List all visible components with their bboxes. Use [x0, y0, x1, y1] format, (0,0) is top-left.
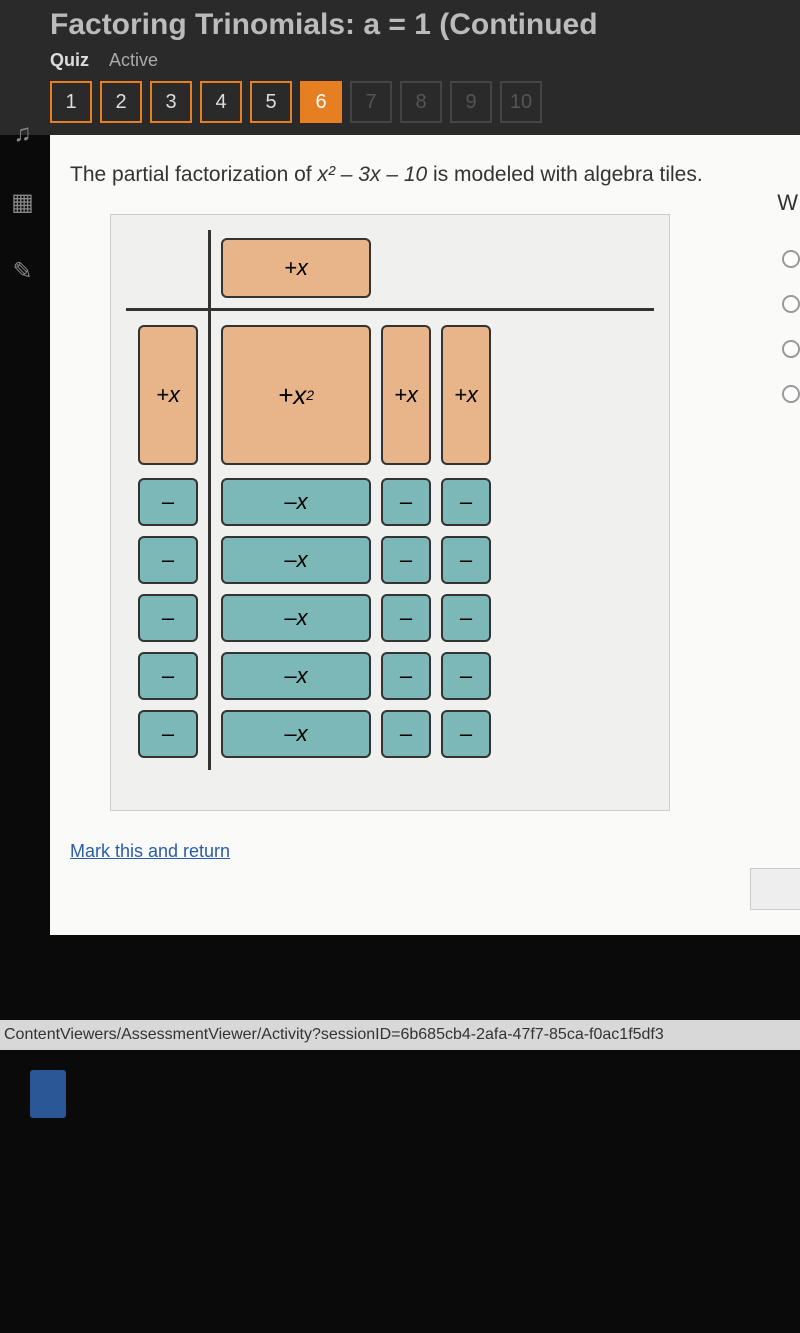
question-text-before: The partial factorization of	[70, 163, 317, 186]
quiz-header: Factoring Trinomials: a = 1 (Continued Q…	[0, 0, 800, 135]
question-nav-10: 10	[500, 81, 542, 123]
url-bar: ContentViewers/AssessmentViewer/Activity…	[0, 1020, 800, 1050]
headphone-icon[interactable]: ♫	[14, 120, 32, 148]
tile-x-squared: +x2	[221, 325, 371, 465]
tile-minus-x-1: –x	[221, 478, 371, 526]
tile-minus-unit-r3a: –	[381, 594, 431, 642]
tile-left-plus-x: +x	[138, 325, 198, 465]
question-nav-8: 8	[400, 81, 442, 123]
tile-minus-unit-l4: –	[138, 652, 198, 700]
question-nav: 1 2 3 4 5 6 7 8 9 10	[50, 81, 780, 123]
question-nav-9: 9	[450, 81, 492, 123]
question-nav-2[interactable]: 2	[100, 81, 142, 123]
mark-and-return-link[interactable]: Mark this and return	[70, 841, 230, 862]
tile-minus-x-3: –x	[221, 594, 371, 642]
tile-minus-unit-r4b: –	[441, 652, 491, 700]
tile-minus-unit-l5: –	[138, 710, 198, 758]
tile-minus-unit-l3: –	[138, 594, 198, 642]
tile-minus-unit-r4a: –	[381, 652, 431, 700]
question-text: The partial factorization of x² – 3x – 1…	[70, 160, 780, 189]
page-title: Factoring Trinomials: a = 1 (Continued	[50, 8, 780, 42]
answer-radio-4[interactable]	[782, 385, 800, 403]
question-nav-1[interactable]: 1	[50, 81, 92, 123]
tile-minus-unit-r1b: –	[441, 478, 491, 526]
calculator-icon[interactable]: ▦	[11, 188, 34, 217]
question-expression: x² – 3x – 10	[317, 163, 427, 186]
tile-minus-unit-l2: –	[138, 536, 198, 584]
tile-minus-x-4: –x	[221, 652, 371, 700]
question-nav-6[interactable]: 6	[300, 81, 342, 123]
question-content: The partial factorization of x² – 3x – 1…	[50, 135, 800, 935]
tile-minus-unit-r5b: –	[441, 710, 491, 758]
horizontal-axis	[126, 308, 654, 311]
tile-minus-unit-r1a: –	[381, 478, 431, 526]
question-nav-4[interactable]: 4	[200, 81, 242, 123]
answer-radio-2[interactable]	[782, 295, 800, 313]
answer-radio-3[interactable]	[782, 340, 800, 358]
vertical-axis	[208, 230, 211, 770]
pencil-icon[interactable]: ✎	[12, 257, 32, 286]
algebra-tiles-diagram: +x +x +x2 +x +x – –x – – – –x – – – –x –…	[110, 214, 670, 811]
tile-plus-x-1: +x	[381, 325, 431, 465]
tile-minus-unit-r2b: –	[441, 536, 491, 584]
quiz-label: Quiz	[50, 50, 89, 71]
tile-plus-x-2: +x	[441, 325, 491, 465]
tile-minus-unit-r2a: –	[381, 536, 431, 584]
question-nav-3[interactable]: 3	[150, 81, 192, 123]
tile-minus-x-5: –x	[221, 710, 371, 758]
sidebar-tools: ♫ ▦ ✎	[0, 100, 45, 286]
tile-minus-x-2: –x	[221, 536, 371, 584]
tile-minus-unit-l1: –	[138, 478, 198, 526]
tile-minus-unit-r3b: –	[441, 594, 491, 642]
question-text-after: is modeled with algebra tiles.	[427, 163, 702, 186]
taskbar-app-icon[interactable]	[30, 1070, 66, 1118]
active-label: Active	[109, 50, 158, 71]
next-button[interactable]	[750, 868, 800, 910]
answer-radio-1[interactable]	[782, 250, 800, 268]
answer-prompt-letter: W	[777, 190, 798, 216]
tile-minus-unit-r5a: –	[381, 710, 431, 758]
question-nav-7: 7	[350, 81, 392, 123]
question-nav-5[interactable]: 5	[250, 81, 292, 123]
tile-top-plus-x: +x	[221, 238, 371, 298]
quiz-status-row: Quiz Active	[50, 50, 780, 71]
